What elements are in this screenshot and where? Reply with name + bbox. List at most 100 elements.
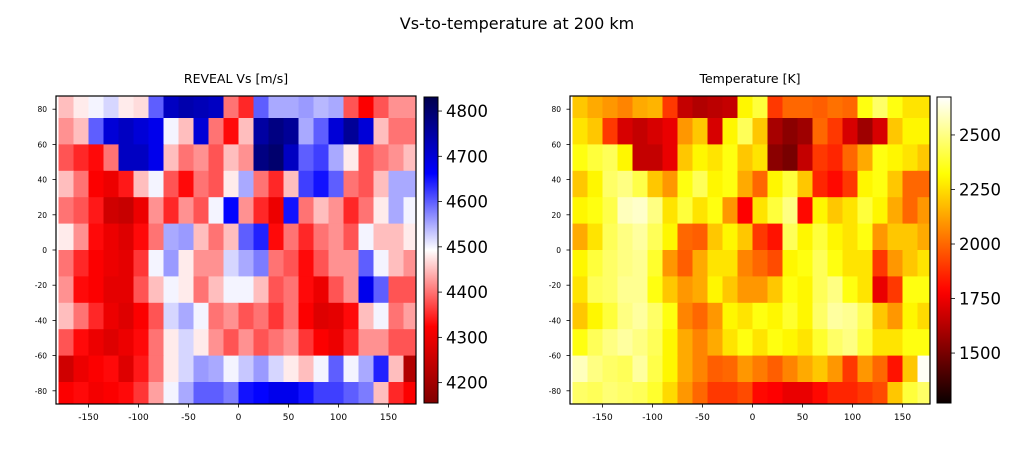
heatmap-cell [328, 197, 344, 225]
heatmap-cell [283, 302, 299, 330]
heatmap-cell [902, 276, 918, 304]
heatmap-cell [797, 329, 813, 357]
heatmap-cell [163, 223, 179, 251]
heatmap-cell [752, 144, 768, 172]
heatmap-cell [343, 144, 359, 172]
heatmap-cell [208, 197, 224, 225]
heatmap-cell [692, 302, 708, 330]
heatmap-cell [358, 96, 374, 119]
heatmap-cell [328, 382, 344, 404]
heatmap-cell [677, 382, 693, 404]
heatmap-cell [722, 276, 738, 304]
heatmap-cell [662, 144, 678, 172]
heatmap-cell [148, 250, 164, 277]
heatmap-cell [103, 382, 119, 404]
heatmap-cell [313, 118, 329, 145]
heatmap-cell [148, 302, 164, 330]
heatmap-cell [313, 276, 329, 304]
heatmap-cell [812, 329, 828, 357]
y-tick-label: -40 [35, 316, 47, 325]
heatmap-cell [178, 118, 194, 145]
heatmap-cell [193, 223, 209, 251]
heatmap-cell [887, 96, 903, 119]
heatmap-cell [872, 170, 888, 198]
heatmap-cell [722, 170, 738, 198]
heatmap-cell [737, 302, 753, 330]
heatmap-cell [752, 223, 768, 251]
x-tick-label: 0 [750, 413, 756, 423]
heatmap-cell [602, 250, 618, 277]
heatmap-cell [587, 355, 603, 383]
heatmap-cell [857, 355, 873, 383]
heatmap-cell [343, 329, 359, 357]
heatmap-cell [88, 223, 104, 251]
heatmap-cell [782, 329, 798, 357]
heatmap-cell [223, 197, 239, 225]
heatmap-cell [587, 118, 603, 145]
heatmap-cell [208, 118, 224, 145]
heatmap-cell [73, 170, 89, 198]
heatmap-cell [602, 170, 618, 198]
heatmap-cell [193, 96, 209, 119]
heatmap-cell [73, 250, 89, 277]
heatmap-cell [827, 197, 843, 225]
heatmap-cell [617, 170, 633, 198]
heatmap-cell [677, 276, 693, 304]
heatmap-cell [842, 302, 858, 330]
heatmap-cell [827, 250, 843, 277]
heatmap-cell [767, 170, 783, 198]
heatmap-cell [617, 329, 633, 357]
heatmap-cell [253, 250, 269, 277]
heatmap-cell [767, 329, 783, 357]
heatmap-cell [722, 329, 738, 357]
heatmap-cell [872, 302, 888, 330]
heatmap-cell [253, 197, 269, 225]
y-tick-label: 80 [551, 105, 561, 114]
heatmap-cell [602, 329, 618, 357]
heatmap-cell [343, 276, 359, 304]
heatmap-cell [208, 170, 224, 198]
heatmap-cell [253, 329, 269, 357]
colorbar-tick-label: 2250 [959, 180, 1001, 199]
heatmap-cell [103, 355, 119, 383]
heatmap-cell [253, 144, 269, 172]
heatmap-cell [902, 144, 918, 172]
heatmap-cell [88, 302, 104, 330]
heatmap-cell [193, 276, 209, 304]
heatmap-cell [752, 382, 768, 404]
heatmap-cell [253, 170, 269, 198]
heatmap-cell [692, 329, 708, 357]
heatmap-cell [73, 302, 89, 330]
heatmap-cell [752, 329, 768, 357]
heatmap-cell [283, 329, 299, 357]
heatmap-cell [707, 144, 723, 172]
heatmap-cell [767, 250, 783, 277]
heatmap-cell [842, 223, 858, 251]
heatmap-cell [238, 355, 254, 383]
heatmap-cell [752, 302, 768, 330]
heatmap-cell [617, 223, 633, 251]
heatmap-cell [388, 302, 404, 330]
heatmap-cell [887, 144, 903, 172]
heatmap-cell [268, 355, 284, 383]
heatmap-cell [223, 302, 239, 330]
heatmap-cell [268, 329, 284, 357]
heatmap-cell [827, 170, 843, 198]
heatmap-cell [103, 329, 119, 357]
heatmap-cell [193, 144, 209, 172]
heatmap-cell [902, 302, 918, 330]
heatmap-cell [842, 144, 858, 172]
heatmap-cell [388, 355, 404, 383]
heatmap-cell [662, 96, 678, 119]
heatmap-cell [572, 355, 588, 383]
heatmap-cell [857, 223, 873, 251]
colorbar-tick-label: 4400 [446, 283, 488, 302]
heatmap-cell [403, 355, 416, 383]
heatmap-cell [388, 118, 404, 145]
colorbar-tick-label: 2500 [959, 126, 1001, 145]
colorbar-tick-label: 1500 [959, 344, 1001, 363]
heatmap-cell [842, 355, 858, 383]
heatmap-cell [797, 382, 813, 404]
heatmap-cell [148, 118, 164, 145]
heatmap-cell [298, 250, 314, 277]
